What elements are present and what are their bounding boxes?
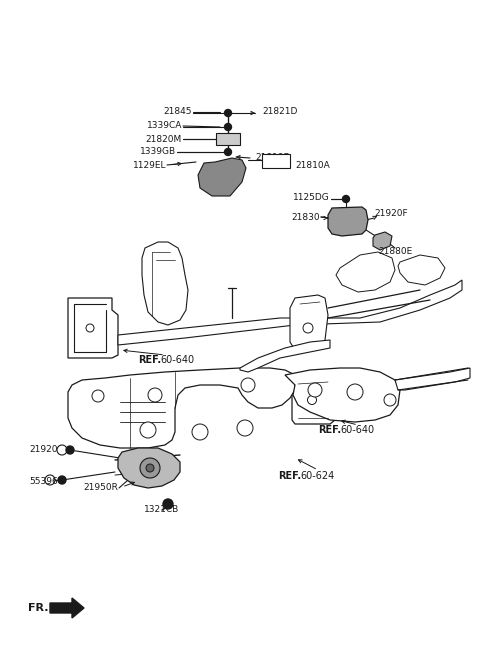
Text: 21920F: 21920F [374, 209, 408, 218]
Circle shape [45, 475, 55, 485]
Polygon shape [398, 255, 445, 285]
Polygon shape [198, 158, 246, 196]
Text: 21830: 21830 [291, 213, 320, 222]
Circle shape [343, 195, 349, 203]
Text: REF.: REF. [138, 355, 161, 365]
Circle shape [57, 445, 67, 455]
Polygon shape [285, 368, 400, 422]
Circle shape [241, 378, 255, 392]
Text: 21920: 21920 [29, 445, 58, 455]
Text: 1125DG: 1125DG [293, 194, 330, 203]
Text: 21810A: 21810A [295, 161, 330, 169]
Polygon shape [142, 242, 188, 325]
Text: 60-640: 60-640 [160, 355, 194, 365]
Polygon shape [292, 374, 335, 424]
Polygon shape [395, 368, 470, 390]
Text: FR.: FR. [28, 603, 48, 613]
Circle shape [140, 422, 156, 438]
Circle shape [308, 396, 316, 405]
Text: REF.: REF. [318, 425, 341, 435]
Text: 21845: 21845 [164, 108, 192, 117]
Circle shape [92, 390, 104, 402]
Circle shape [148, 388, 162, 402]
Circle shape [225, 123, 231, 131]
Circle shape [225, 110, 231, 117]
Text: 21820M: 21820M [146, 134, 182, 144]
Polygon shape [328, 207, 368, 236]
Circle shape [308, 383, 322, 397]
Polygon shape [373, 232, 392, 250]
FancyBboxPatch shape [262, 154, 290, 168]
Polygon shape [118, 280, 462, 345]
Text: 1129EL: 1129EL [132, 161, 166, 169]
Text: 21950R: 21950R [83, 483, 118, 493]
FancyBboxPatch shape [216, 133, 240, 145]
Circle shape [146, 464, 154, 472]
Circle shape [303, 323, 313, 333]
Text: 21821D: 21821D [262, 108, 298, 117]
Text: REF.: REF. [278, 471, 301, 481]
Polygon shape [240, 340, 330, 372]
Text: 60-624: 60-624 [300, 471, 334, 481]
Text: 60-640: 60-640 [340, 425, 374, 435]
Circle shape [86, 324, 94, 332]
Polygon shape [290, 295, 328, 350]
Circle shape [163, 499, 173, 509]
Text: 1339GB: 1339GB [140, 148, 176, 157]
Circle shape [225, 148, 231, 155]
Polygon shape [68, 368, 295, 448]
Circle shape [58, 476, 66, 484]
Polygon shape [336, 252, 395, 292]
Circle shape [237, 420, 253, 436]
Text: 21819B: 21819B [255, 154, 290, 163]
Polygon shape [118, 448, 180, 488]
Circle shape [66, 446, 74, 454]
Circle shape [192, 424, 208, 440]
Text: 1339CA: 1339CA [146, 121, 182, 131]
Text: 1321CB: 1321CB [144, 506, 180, 514]
Circle shape [347, 384, 363, 400]
Polygon shape [50, 598, 84, 618]
Circle shape [140, 458, 160, 478]
Polygon shape [68, 298, 118, 358]
Text: 55396: 55396 [29, 478, 58, 487]
Text: 21880E: 21880E [378, 247, 412, 256]
Circle shape [384, 394, 396, 406]
